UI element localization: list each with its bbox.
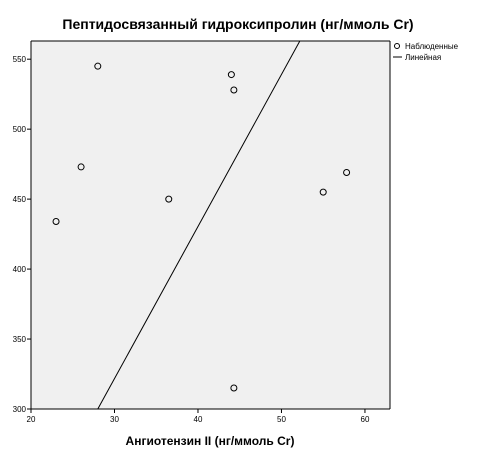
- plot-area: [31, 41, 390, 409]
- x-axis-ticks: 20 30 40 50 60: [27, 409, 370, 424]
- y-axis-ticks: 300 350 400 450 500 550: [13, 55, 31, 414]
- legend: Наблюденные Линейная: [393, 42, 459, 62]
- legend-marker-observed: [394, 43, 400, 49]
- y-tick-label: 350: [13, 335, 27, 344]
- data-point: [319, 188, 327, 196]
- data-point: [77, 163, 85, 171]
- x-tick-label: 50: [277, 415, 286, 424]
- y-tick-label: 400: [13, 265, 27, 274]
- data-point: [343, 169, 351, 177]
- data-point: [165, 195, 173, 203]
- y-tick-label: 500: [13, 125, 27, 134]
- x-tick-label: 30: [110, 415, 119, 424]
- data-point: [230, 384, 238, 392]
- data-point: [94, 62, 102, 70]
- linear-fit-line: [97, 40, 301, 410]
- x-tick-label: 60: [361, 415, 370, 424]
- data-point: [227, 71, 235, 79]
- legend-label-linear: Линейная: [405, 53, 441, 62]
- legend-label-observed: Наблюденные: [405, 42, 459, 51]
- chart-title: Пептидосвязанный гидроксипролин (нг/ммол…: [62, 16, 413, 32]
- data-point: [230, 86, 238, 94]
- fit-line-layer: [97, 40, 301, 410]
- data-point: [52, 218, 60, 226]
- y-tick-label: 450: [13, 195, 27, 204]
- y-tick-label: 550: [13, 55, 27, 64]
- y-tick-label: 300: [13, 405, 27, 414]
- x-axis-label: Ангиотензин II (нг/ммоль Cr): [126, 434, 295, 448]
- data-points-layer: [52, 62, 351, 392]
- x-tick-label: 20: [27, 415, 36, 424]
- x-tick-label: 40: [194, 415, 203, 424]
